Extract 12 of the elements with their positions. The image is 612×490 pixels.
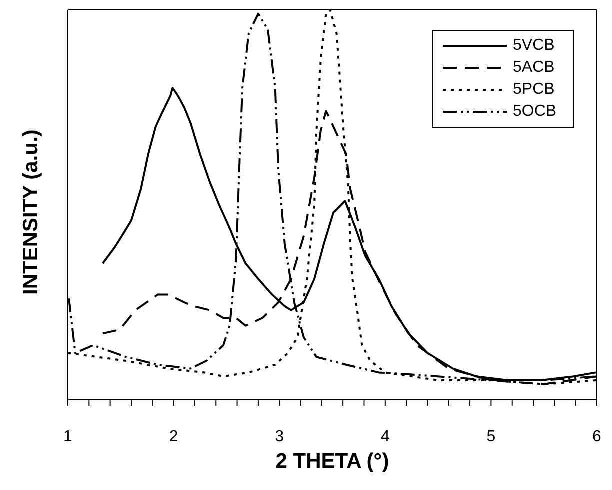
x-tick-label: 6	[592, 428, 602, 446]
x-tick-label: 1	[64, 428, 73, 446]
legend-label: 5ACB	[513, 59, 555, 77]
x-axis-title: 2 THETA (°)	[276, 450, 390, 473]
legend-label: 5VCB	[513, 37, 555, 55]
legend-label: 5PCB	[513, 81, 555, 99]
x-tick-label: 2	[169, 428, 178, 446]
y-axis-title: INTENSITY (a.u.)	[19, 130, 42, 295]
legend-label: 5OCB	[513, 103, 557, 121]
x-tick-label: 4	[380, 428, 390, 446]
x-tick-label: 5	[486, 428, 496, 446]
x-tick-label: 3	[275, 428, 284, 446]
